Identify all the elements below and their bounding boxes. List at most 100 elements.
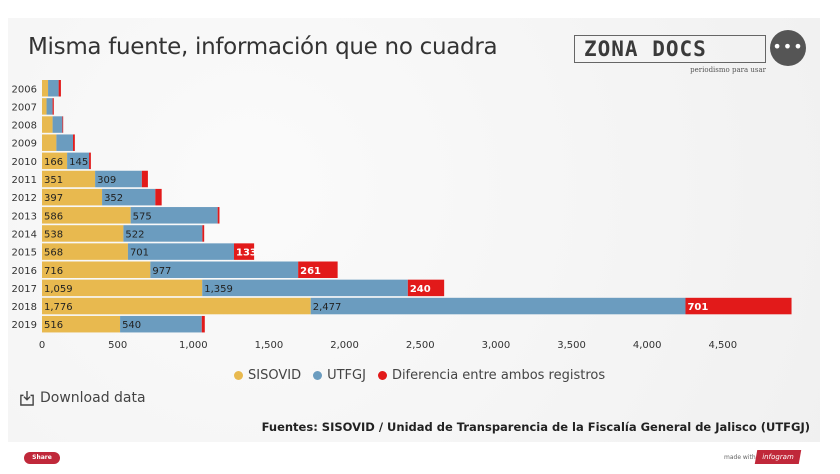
y-tick-label: 2011 [12, 175, 37, 186]
bar-sisovid-2007 [42, 98, 47, 115]
infogram-brand-link[interactable]: infogram [754, 450, 802, 464]
data-label: 516 [44, 320, 63, 331]
legend-label: UTFGJ [327, 368, 366, 383]
data-label: 351 [44, 175, 63, 186]
y-tick-label: 2013 [12, 211, 37, 222]
legend-dot-icon [234, 371, 243, 380]
y-tick-label: 2007 [12, 102, 37, 113]
share-button[interactable]: Share [24, 452, 60, 464]
data-label: 540 [122, 320, 141, 331]
data-label: 575 [133, 211, 152, 222]
bar-diferencia-2008 [62, 116, 64, 133]
bar-sisovid-2012 [42, 188, 103, 206]
data-label: 145 [69, 157, 88, 168]
bar-diferencia-2018 [685, 297, 792, 315]
x-tick-label: 3,000 [482, 340, 511, 351]
x-tick-label: 3,500 [557, 340, 586, 351]
data-label: 977 [152, 266, 171, 277]
bar-diferencia-2010 [89, 152, 91, 170]
bar-diferencia-2011 [141, 170, 148, 188]
download-data-button[interactable]: Download data [20, 390, 146, 406]
data-label: 1,359 [204, 284, 233, 295]
data-label: 522 [125, 229, 144, 240]
data-label: 1,059 [44, 284, 73, 295]
bar-diferencia-2013 [217, 207, 220, 224]
x-tick-label: 4,500 [709, 340, 738, 351]
data-label: 240 [410, 284, 431, 295]
y-tick-label: 2012 [12, 193, 37, 204]
bar-sisovid-2017 [42, 279, 203, 297]
bar-diferencia-2006 [58, 80, 61, 97]
data-label: 2,477 [313, 302, 342, 313]
y-tick-label: 2016 [12, 266, 37, 277]
y-tick-label: 2018 [12, 302, 37, 313]
bar-utfgj-2006 [48, 80, 59, 97]
x-tick-label: 2,000 [330, 340, 359, 351]
legend-dot-icon [313, 371, 323, 380]
data-label: 352 [104, 193, 123, 204]
bar-diferencia-2019 [201, 315, 205, 333]
bar-sisovid-2016 [42, 261, 151, 278]
logo-frame [574, 35, 766, 63]
bar-sisovid-2015 [42, 243, 128, 260]
legend-item-utfgj[interactable]: UTFGJ [313, 368, 366, 383]
data-label: 309 [97, 175, 116, 186]
data-label: 701 [687, 302, 708, 313]
bar-sisovid-2018 [42, 297, 311, 315]
y-tick-label: 2009 [12, 139, 37, 150]
bar-sisovid-2013 [42, 207, 131, 224]
legend-label: SISOVID [248, 368, 302, 383]
logo-subtitle: periodismo para usar [690, 66, 766, 74]
x-tick-label: 2,500 [406, 340, 435, 351]
data-label: 397 [44, 193, 63, 204]
data-label: 1,776 [44, 302, 73, 313]
bar-utfgj-2015 [127, 243, 234, 260]
y-tick-label: 2010 [12, 157, 37, 168]
chart-legend: SISOVID UTFGJ Diferencia entre ambos reg… [234, 368, 605, 383]
bar-diferencia-2014 [202, 225, 205, 242]
bar-utfgj-2009 [56, 134, 74, 151]
bar-sisovid-2011 [42, 170, 96, 188]
stacked-bar-chart: 2006 2007 2008 2009 2010 166 145 2011 351 309 2012… [12, 80, 792, 351]
bar-utfgj-2011 [95, 170, 142, 188]
x-tick-label: 1,000 [179, 340, 208, 351]
bar-utfgj-2008 [52, 116, 63, 133]
bar-diferencia-2017 [407, 279, 445, 297]
zona-docs-logo: ZONA DOCS periodismo para usar [574, 31, 770, 74]
data-label: 568 [44, 248, 63, 259]
bar-diferencia-2012 [155, 188, 162, 206]
bar-diferencia-2015 [233, 243, 255, 260]
legend-item-diferencia[interactable]: Diferencia entre ambos registros [377, 368, 606, 383]
data-label: 166 [44, 157, 63, 168]
bar-diferencia-2009 [73, 134, 75, 151]
bar-sisovid-2009 [42, 134, 57, 151]
data-label: 586 [44, 211, 63, 222]
page-title: Misma fuente, información que no cuadra [28, 34, 498, 60]
bar-utfgj-2016 [150, 261, 299, 278]
legend-label: Diferencia entre ambos registros [391, 368, 606, 383]
data-label: 701 [130, 248, 149, 259]
x-tick-label: 500 [108, 340, 127, 351]
legend-dot-icon [377, 371, 387, 380]
more-options-button[interactable]: ••• [770, 30, 806, 66]
bar-utfgj-2013 [130, 207, 218, 224]
x-tick-label: 0 [39, 340, 45, 351]
legend-item-sisovid[interactable]: SISOVID [234, 368, 301, 383]
logo-text: ZONA DOCS [584, 37, 707, 61]
bar-sisovid-2014 [42, 225, 124, 242]
bar-utfgj-2007 [46, 98, 53, 115]
download-label: Download data [40, 390, 146, 406]
bar-sisovid-2019 [42, 315, 121, 333]
y-tick-label: 2015 [12, 248, 37, 259]
y-tick-label: 2006 [12, 84, 37, 95]
chart-card: Misma fuente, información que no cuadra … [8, 18, 820, 442]
bar-sisovid-2010 [42, 152, 68, 170]
bar-utfgj-2019 [120, 315, 202, 333]
x-tick-label: 1,500 [255, 340, 284, 351]
bar-sisovid-2006 [42, 80, 49, 97]
made-with-text: made with [724, 454, 756, 461]
bar-utfgj-2014 [123, 225, 203, 242]
bar-diferencia-2007 [52, 98, 54, 115]
y-tick-label: 2008 [12, 121, 37, 132]
bar-utfgj-2018 [310, 297, 686, 315]
